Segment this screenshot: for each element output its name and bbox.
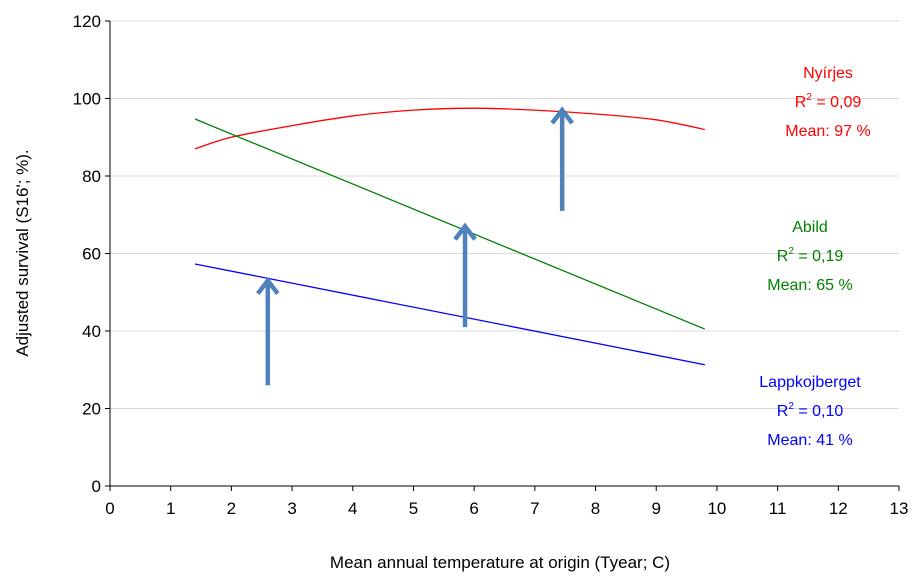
x-tick-label: 13 [890,499,909,518]
x-tick-label: 8 [591,499,600,518]
annotation-abild: Abild R2 = 0,19 Mean: 65 % [767,219,852,294]
y-tick-label: 40 [82,322,101,341]
arrow-3 [550,106,574,211]
arrow-layer [256,106,574,386]
annotation-ny-rjes: Nyírjes R2 = 0,09 Mean: 97 % [785,65,870,140]
x-axis-ticks: 0 1 2 3 4 5 6 7 8 9 10 11 12 13 [105,486,908,518]
y-tick-label: 20 [82,400,101,419]
arrow-1 [256,276,280,386]
y-axis-title: Adjusted survival (S16'; %). [13,149,32,356]
annotation-mean: Mean: 65 % [767,277,852,294]
x-tick-label: 9 [651,499,660,518]
annotation-mean: Mean: 41 % [767,432,852,449]
y-tick-label: 80 [82,167,101,186]
x-tick-label: 3 [287,499,296,518]
series-line-lappkojberget [194,263,705,366]
annotation-mean: Mean: 97 % [785,123,870,140]
x-axis-title: Mean annual temperature at origin (Tyear… [330,553,670,572]
annotation-r2: R2 = 0,10 [777,401,844,420]
annotation-lappkojberget: Lappkojberget R2 = 0,10 Mean: 41 % [759,374,861,449]
annotation-name: Nyírjes [803,65,853,82]
x-tick-label: 5 [409,499,418,518]
x-tick-label: 6 [469,499,478,518]
x-tick-label: 11 [769,499,787,518]
annotation-r2: R2 = 0,19 [777,246,844,265]
series-line-ny-rjes [194,107,705,150]
annotation-name: Abild [792,219,828,236]
series-layer [194,107,706,366]
y-tick-label: 100 [73,90,101,109]
series-line-abild [194,118,706,330]
y-axis-ticks: 0 20 40 60 80 100 120 [73,12,110,496]
y-tick-label: 0 [92,477,101,496]
x-tick-label: 2 [227,499,236,518]
annotation-layer: Nyírjes R2 = 0,09 Mean: 97 % Abild R2 = 0,19… [759,65,870,449]
annotation-name: Lappkojberget [759,374,861,391]
y-tick-label: 60 [82,245,101,264]
annotation-r2: R2 = 0,09 [795,92,862,111]
x-tick-label: 4 [348,499,357,518]
x-tick-label: 1 [166,499,175,518]
gridlines [110,20,899,409]
x-tick-label: 0 [105,499,114,518]
x-tick-label: 7 [530,499,539,518]
x-tick-label: 12 [829,499,848,518]
x-tick-label: 10 [707,499,726,518]
arrow-2 [453,222,477,328]
y-tick-label: 120 [73,12,101,31]
